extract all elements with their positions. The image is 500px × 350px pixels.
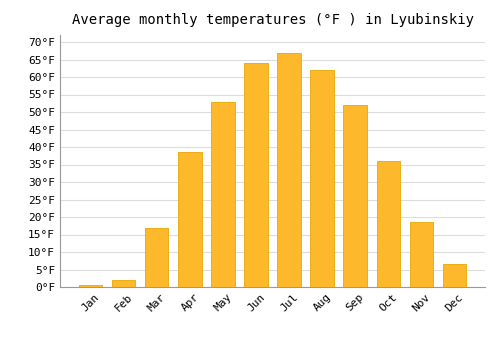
Bar [410, 222, 432, 287]
Bar [278, 52, 300, 287]
Bar [146, 228, 169, 287]
Bar [442, 264, 466, 287]
Bar [310, 70, 334, 287]
Bar [178, 152, 202, 287]
Bar [80, 285, 102, 287]
Bar [376, 161, 400, 287]
Bar [212, 102, 234, 287]
Bar [112, 280, 136, 287]
Title: Average monthly temperatures (°F ) in Lyubinskiy: Average monthly temperatures (°F ) in Ly… [72, 13, 473, 27]
Bar [344, 105, 366, 287]
Bar [244, 63, 268, 287]
